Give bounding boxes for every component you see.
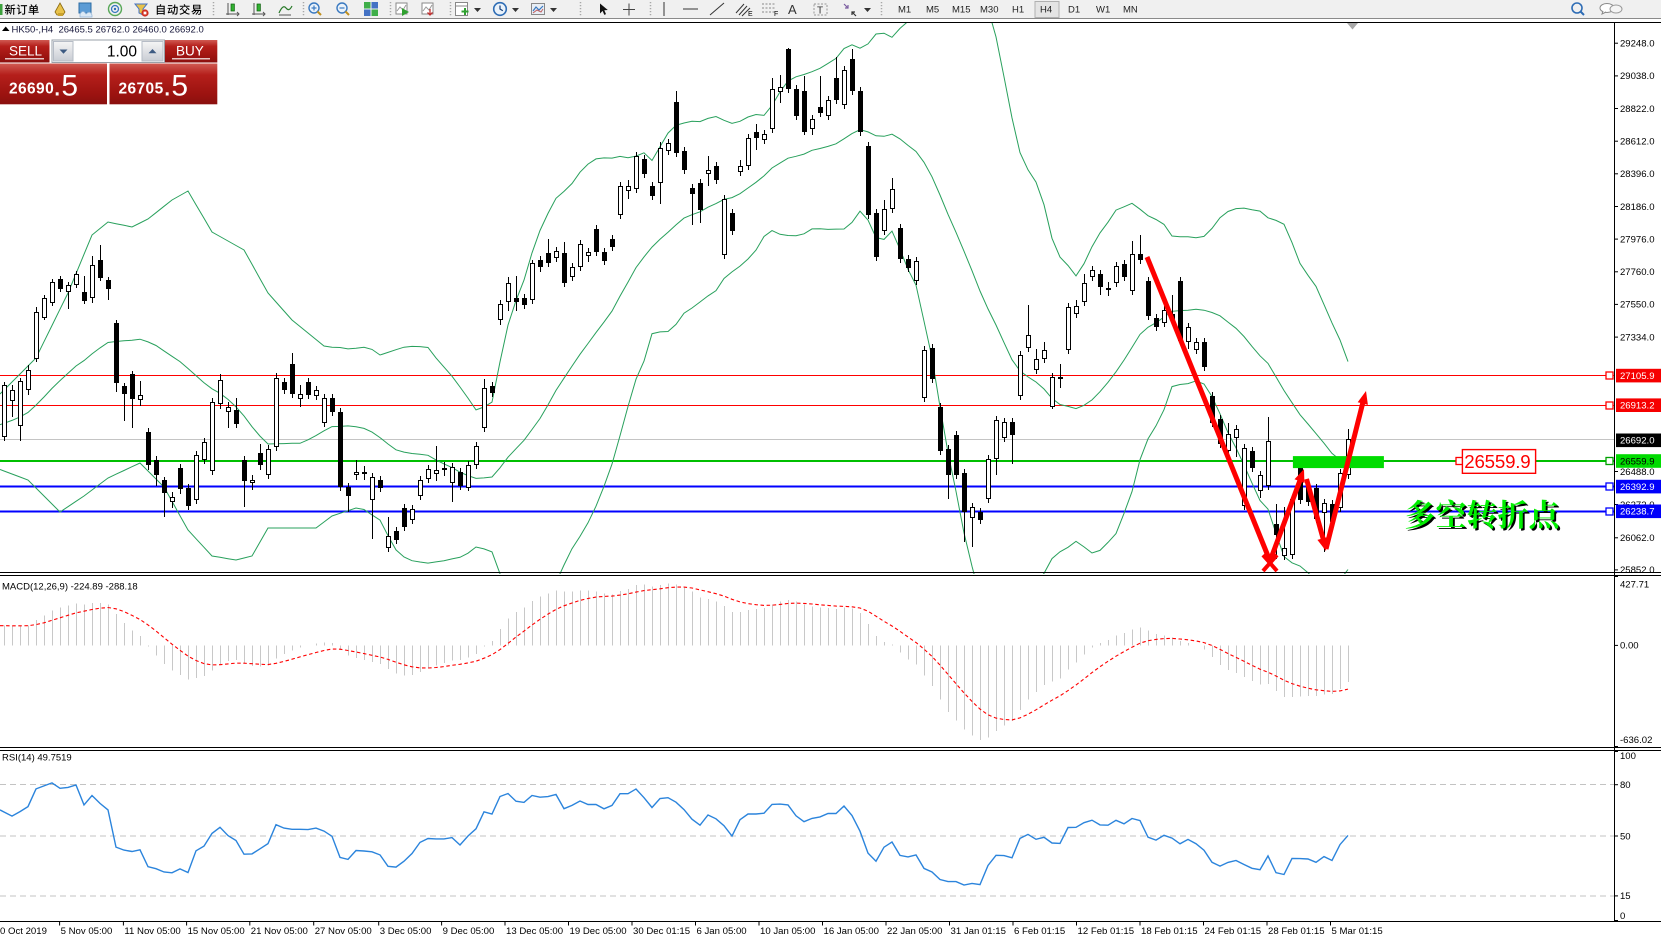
svg-text:MACD(12,26,9) -224.89 -288.18: MACD(12,26,9) -224.89 -288.18	[2, 582, 138, 593]
svg-text:29038.0: 29038.0	[1620, 71, 1655, 82]
svg-text:10 Jan 05:00: 10 Jan 05:00	[760, 926, 815, 937]
svg-text:27976.0: 27976.0	[1620, 234, 1655, 245]
svg-text:26559.9: 26559.9	[1464, 451, 1530, 472]
svg-text:13 Dec 05:00: 13 Dec 05:00	[506, 926, 563, 937]
svg-text:D1: D1	[1068, 5, 1080, 16]
svg-text:26692.0: 26692.0	[1620, 436, 1655, 447]
svg-text:28186.0: 28186.0	[1620, 202, 1655, 213]
svg-text:27105.9: 27105.9	[1620, 371, 1655, 382]
svg-text:22 Jan 05:00: 22 Jan 05:00	[887, 926, 942, 937]
svg-text:19 Dec 05:00: 19 Dec 05:00	[570, 926, 627, 937]
svg-text:26392.9: 26392.9	[1620, 482, 1655, 493]
svg-text:28396.0: 28396.0	[1620, 169, 1655, 180]
svg-text:0 Oct 2019: 0 Oct 2019	[0, 926, 47, 937]
svg-text:26062.0: 26062.0	[1620, 533, 1655, 544]
svg-text:M15: M15	[952, 5, 970, 16]
svg-text:E: E	[748, 11, 753, 18]
svg-text:W1: W1	[1096, 5, 1110, 16]
svg-text:26913.2: 26913.2	[1620, 401, 1655, 412]
svg-text:F: F	[774, 11, 778, 18]
svg-text:.5: .5	[53, 70, 78, 103]
svg-text:26705: 26705	[119, 81, 164, 98]
svg-text:31 Jan 01:15: 31 Jan 01:15	[951, 926, 1006, 937]
svg-text:A: A	[788, 2, 797, 17]
svg-text:M30: M30	[980, 5, 998, 16]
svg-text:26690: 26690	[9, 81, 54, 98]
svg-text:M1: M1	[898, 5, 911, 16]
svg-text:28 Feb 01:15: 28 Feb 01:15	[1268, 926, 1325, 937]
svg-text:30 Dec 01:15: 30 Dec 01:15	[633, 926, 690, 937]
svg-text:12 Feb 01:15: 12 Feb 01:15	[1078, 926, 1135, 937]
svg-text:50: 50	[1620, 831, 1631, 842]
svg-text:BUY: BUY	[176, 44, 204, 59]
svg-text:27334.0: 27334.0	[1620, 332, 1655, 343]
svg-text:28822.0: 28822.0	[1620, 104, 1655, 115]
svg-text:-636.02: -636.02	[1620, 735, 1652, 746]
svg-text:11 Nov 05:00: 11 Nov 05:00	[124, 926, 180, 937]
svg-text:1.00: 1.00	[107, 44, 138, 61]
svg-text:3 Dec 05:00: 3 Dec 05:00	[380, 926, 432, 937]
svg-text:HK50-,H4 26465.5 26762.0 2646: HK50-,H4 26465.5 26762.0 26460.0 26692.0	[12, 24, 204, 35]
svg-text:6 Feb 01:15: 6 Feb 01:15	[1014, 926, 1065, 937]
svg-text:27550.0: 27550.0	[1620, 300, 1655, 311]
svg-text:26559.9: 26559.9	[1620, 456, 1655, 467]
svg-text:H4: H4	[1040, 5, 1052, 16]
svg-text:0: 0	[1620, 911, 1625, 922]
svg-text:18 Feb 01:15: 18 Feb 01:15	[1141, 926, 1198, 937]
svg-text:27760.0: 27760.0	[1620, 267, 1655, 278]
svg-text:6 Jan 05:00: 6 Jan 05:00	[697, 926, 747, 937]
svg-text:.5: .5	[163, 70, 188, 103]
svg-text:15 Nov 05:00: 15 Nov 05:00	[188, 926, 245, 937]
svg-text:80: 80	[1620, 780, 1631, 791]
svg-text:T: T	[817, 6, 823, 17]
svg-text:M5: M5	[926, 5, 939, 16]
svg-text:9 Dec 05:00: 9 Dec 05:00	[443, 926, 495, 937]
svg-text:H1: H1	[1012, 5, 1024, 16]
svg-text:15: 15	[1620, 891, 1631, 902]
svg-text:26488.0: 26488.0	[1620, 467, 1655, 478]
svg-text:SELL: SELL	[9, 44, 43, 59]
svg-text:24 Feb 01:15: 24 Feb 01:15	[1205, 926, 1262, 937]
svg-text:RSI(14) 49.7519: RSI(14) 49.7519	[2, 753, 72, 764]
svg-text:0.00: 0.00	[1620, 641, 1639, 652]
svg-text:26238.7: 26238.7	[1620, 507, 1655, 518]
svg-text:5 Mar 01:15: 5 Mar 01:15	[1332, 926, 1383, 937]
svg-text:29248.0: 29248.0	[1620, 39, 1655, 50]
svg-text:27 Nov 05:00: 27 Nov 05:00	[315, 926, 372, 937]
svg-text:100: 100	[1620, 751, 1636, 762]
svg-text:427.71: 427.71	[1620, 579, 1649, 590]
svg-text:5 Nov 05:00: 5 Nov 05:00	[61, 926, 113, 937]
svg-text:MN: MN	[1123, 5, 1138, 16]
svg-text:16 Jan 05:00: 16 Jan 05:00	[824, 926, 879, 937]
svg-text:25852.0: 25852.0	[1620, 565, 1655, 576]
svg-text:21 Nov 05:00: 21 Nov 05:00	[251, 926, 308, 937]
svg-text:28612.0: 28612.0	[1620, 137, 1655, 148]
